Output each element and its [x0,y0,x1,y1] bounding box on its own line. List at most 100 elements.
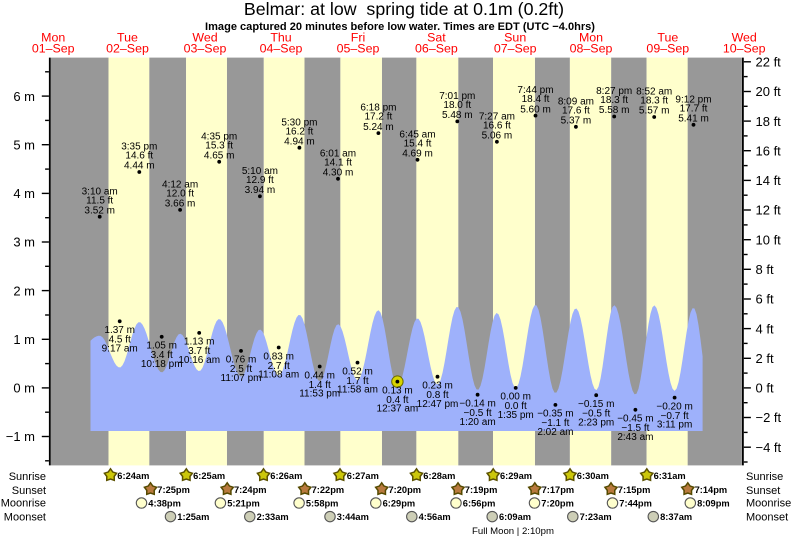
svg-text:6:29pm: 6:29pm [383,499,416,509]
svg-text:0.4 ft: 0.4 ft [386,395,408,406]
svg-text:8:09pm: 8:09pm [697,499,730,509]
svg-text:5:10 am: 5:10 am [242,166,278,177]
svg-text:Sunset: Sunset [746,485,780,497]
svg-text:18.3 ft: 18.3 ft [600,95,628,106]
svg-text:11:08 am: 11:08 am [258,370,299,381]
svg-text:2:02 am: 2:02 am [537,427,573,438]
svg-text:7:44 pm: 7:44 pm [517,85,553,96]
svg-text:8:09 am: 8:09 am [558,96,594,107]
svg-text:−0.45 m: −0.45 m [617,414,653,425]
svg-text:2.5 ft: 2.5 ft [230,364,252,375]
svg-text:Sunrise: Sunrise [746,471,783,483]
svg-text:6 m: 6 m [13,89,35,104]
svg-text:14.6 ft: 14.6 ft [125,151,153,162]
svg-text:6:45 am: 6:45 am [399,129,435,140]
svg-text:12 ft: 12 ft [756,203,782,218]
svg-text:08–Sep: 08–Sep [570,42,613,56]
svg-text:6:24am: 6:24am [117,471,149,481]
svg-text:07–Sep: 07–Sep [494,42,537,56]
svg-text:4.44 m: 4.44 m [124,161,155,172]
svg-text:Belmar: at low spring tide at: Belmar: at low spring tide at 0.1m (0.2f… [244,0,564,19]
svg-text:05–Sep: 05–Sep [337,42,380,56]
svg-text:Tue: Tue [117,31,138,45]
svg-text:0 ft: 0 ft [756,381,774,396]
svg-text:3.7 ft: 3.7 ft [188,346,210,357]
svg-text:4:38pm: 4:38pm [148,499,181,509]
svg-text:3:35 pm: 3:35 pm [121,142,157,153]
svg-text:−1.5 ft: −1.5 ft [621,423,649,434]
svg-text:11:53 pm: 11:53 pm [299,389,340,400]
svg-text:14 ft: 14 ft [756,173,782,188]
svg-text:Moonset: Moonset [746,512,788,524]
svg-text:1.4 ft: 1.4 ft [309,380,331,391]
svg-text:−0.35 m: −0.35 m [537,409,573,420]
svg-text:5.24 m: 5.24 m [363,122,394,133]
svg-text:10 ft: 10 ft [756,232,782,247]
svg-text:5.06 m: 5.06 m [482,131,513,142]
svg-text:−0.14 m: −0.14 m [459,399,495,410]
svg-text:18 ft: 18 ft [756,114,782,129]
svg-text:5:30 pm: 5:30 pm [281,117,317,128]
svg-text:0.00 m: 0.00 m [500,392,531,403]
svg-text:11:07 pm: 11:07 pm [221,373,262,384]
svg-text:02–Sep: 02–Sep [106,42,149,56]
svg-text:7:24pm: 7:24pm [234,485,267,495]
svg-text:7:44pm: 7:44pm [619,499,652,509]
svg-text:20 ft: 20 ft [756,84,782,99]
svg-text:15.4 ft: 15.4 ft [404,138,432,149]
svg-text:7:25pm: 7:25pm [157,485,190,495]
svg-text:16.2 ft: 16.2 ft [285,126,313,137]
svg-text:06–Sep: 06–Sep [415,42,458,56]
svg-text:7:22pm: 7:22pm [312,485,345,495]
svg-text:4:12 am: 4:12 am [162,180,198,191]
svg-text:12:47 pm: 12:47 pm [417,399,459,410]
svg-text:15.3 ft: 15.3 ft [205,140,233,151]
svg-text:Tue: Tue [657,31,678,45]
svg-text:−2 ft: −2 ft [756,410,782,425]
svg-text:Image captured 20 minutes befo: Image captured 20 minutes before low wat… [205,21,595,33]
svg-text:6:56pm: 6:56pm [463,499,496,509]
svg-text:7:23am: 7:23am [580,512,612,522]
svg-text:6:30am: 6:30am [577,471,609,481]
svg-text:04–Sep: 04–Sep [260,42,303,56]
svg-text:9:12 pm: 9:12 pm [675,94,711,105]
svg-text:−0.7 ft: −0.7 ft [661,411,689,422]
svg-text:10–Sep: 10–Sep [723,42,766,56]
svg-text:Moonrise: Moonrise [1,498,46,510]
svg-text:3:44am: 3:44am [337,512,369,522]
svg-text:0.44 m: 0.44 m [304,370,335,381]
svg-text:Sun: Sun [504,31,526,45]
svg-text:−1.1 ft: −1.1 ft [541,418,569,429]
svg-text:Sat: Sat [427,31,446,45]
svg-text:7:01 pm: 7:01 pm [439,91,475,102]
svg-text:0.0 ft: 0.0 ft [505,401,527,412]
svg-text:7:14pm: 7:14pm [695,485,728,495]
svg-text:3.52 m: 3.52 m [84,205,115,216]
svg-text:4:56am: 4:56am [419,512,451,522]
svg-text:4.65 m: 4.65 m [204,151,235,162]
svg-text:3.94 m: 3.94 m [245,185,276,196]
svg-text:5 m: 5 m [13,137,35,152]
svg-text:11.5 ft: 11.5 ft [86,195,113,206]
svg-text:Moonset: Moonset [4,512,46,524]
svg-text:03–Sep: 03–Sep [184,42,227,56]
svg-text:−0.5 ft: −0.5 ft [464,408,492,419]
svg-text:4 ft: 4 ft [756,321,774,336]
svg-text:Fri: Fri [351,31,365,45]
svg-text:Mon: Mon [579,31,603,45]
svg-text:4.94 m: 4.94 m [284,136,315,147]
svg-text:17.7 ft: 17.7 ft [680,103,708,114]
svg-text:2 ft: 2 ft [756,351,774,366]
svg-text:3:11 pm: 3:11 pm [657,420,692,431]
svg-text:7:19pm: 7:19pm [465,485,498,495]
svg-text:6:01 am: 6:01 am [320,148,356,159]
svg-text:1.7 ft: 1.7 ft [346,376,368,387]
svg-text:0.76 m: 0.76 m [226,355,257,366]
svg-text:2:43 am: 2:43 am [617,432,653,443]
svg-text:4.5 ft: 4.5 ft [109,335,131,346]
svg-text:4 m: 4 m [13,186,35,201]
svg-text:12.0 ft: 12.0 ft [166,189,194,200]
svg-text:8:52 am: 8:52 am [636,87,672,98]
svg-text:0.8 ft: 0.8 ft [426,390,448,401]
svg-text:0 m: 0 m [13,381,35,396]
